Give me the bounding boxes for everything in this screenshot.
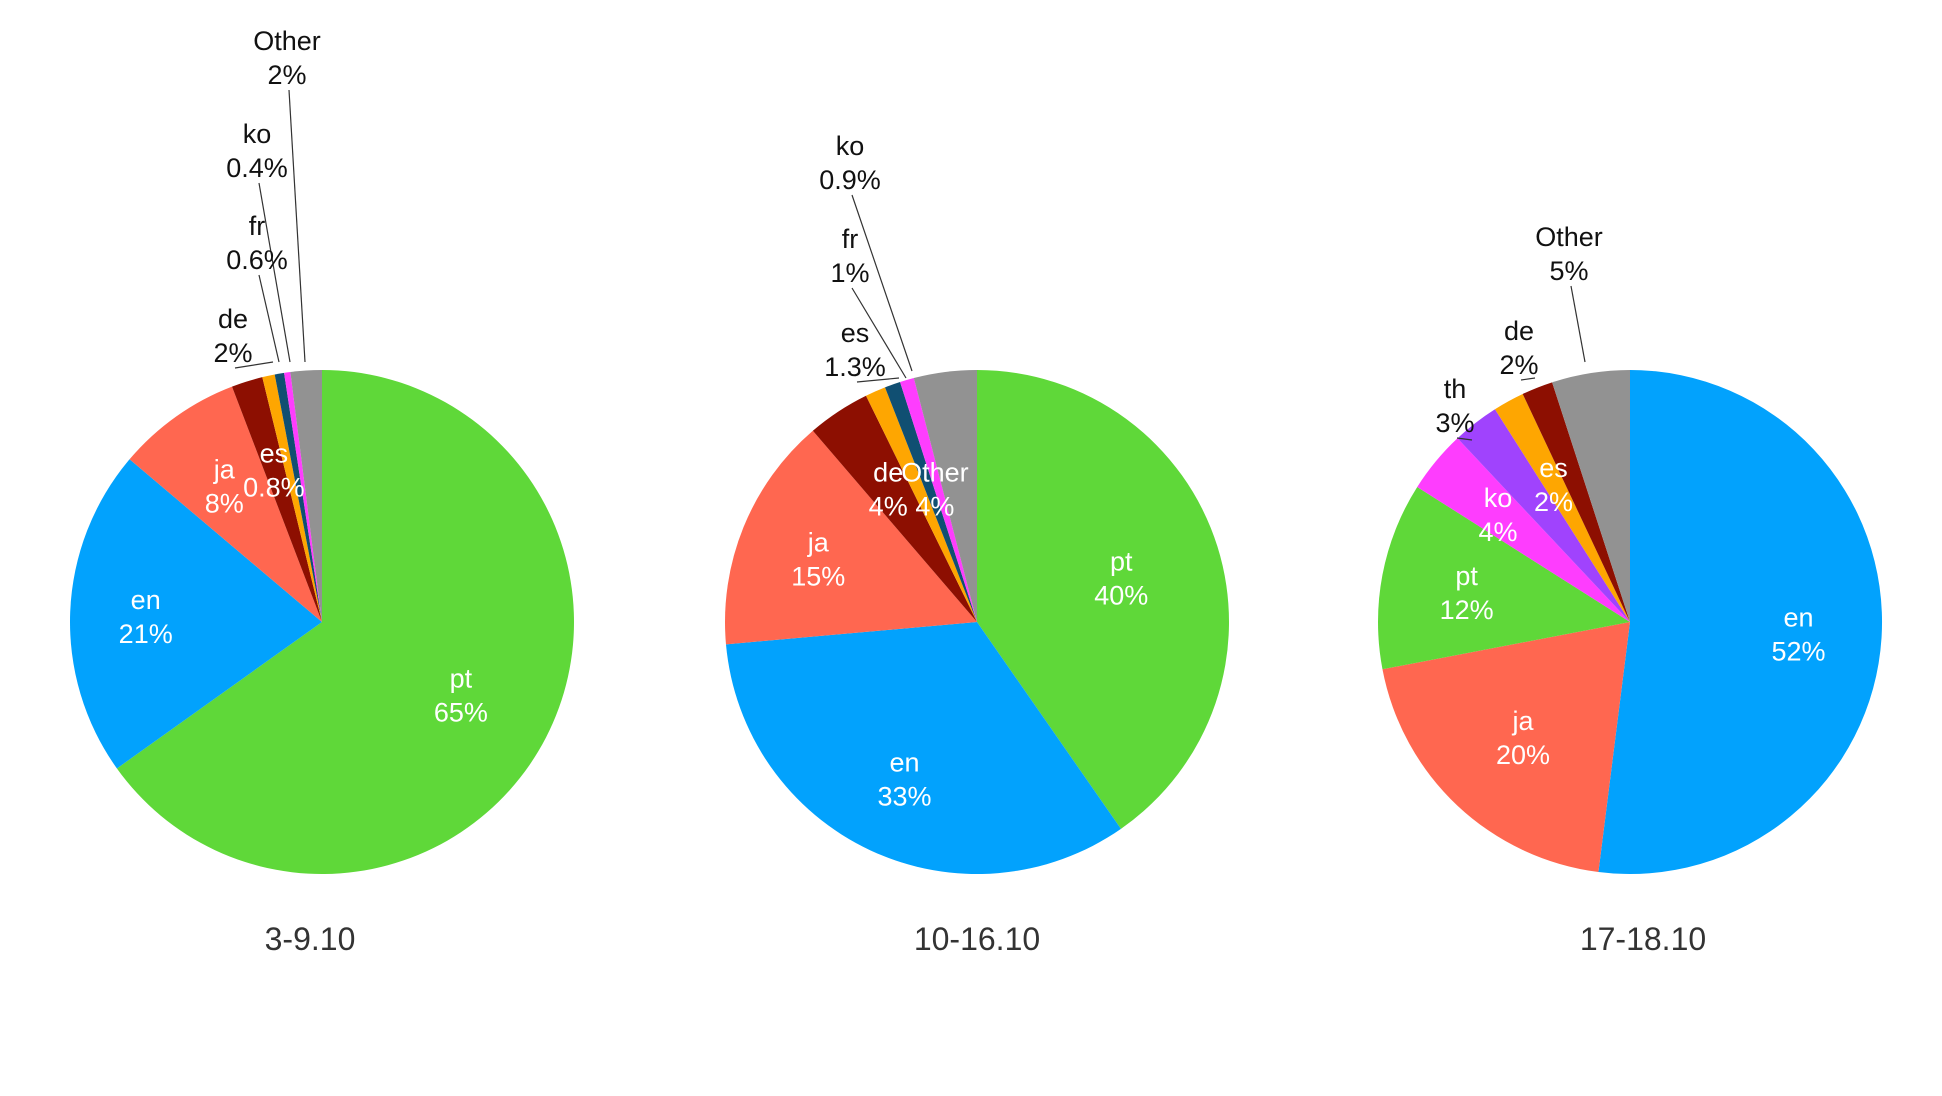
leader-line-fr [258, 274, 280, 363]
leader-line-ko [851, 194, 913, 372]
slice-label-other: Other 5% [1535, 222, 1603, 286]
pie-slice-de [812, 395, 977, 622]
slice-label-en: en 33% [877, 747, 931, 811]
pie-slice-en [1598, 370, 1883, 874]
slice-label-es: es 1.3% [824, 318, 886, 382]
slice-label-ko: ko 4% [1478, 483, 1517, 547]
leader-line-ko [258, 182, 291, 363]
pie-slice-de [1522, 382, 1630, 622]
leader-line-es [856, 377, 900, 383]
pie-slice-ko [900, 378, 977, 622]
pie-slice-ja [724, 430, 977, 645]
slice-label-fr: fr 0.6% [226, 211, 288, 275]
pie-slice-es [1494, 393, 1630, 622]
pie-slice-pt [977, 370, 1229, 829]
pie-slice-th [1457, 409, 1630, 622]
slice-label-de: de 2% [213, 304, 252, 368]
chart-title: 17-18.10 [1580, 921, 1706, 957]
slice-label-es: es 2% [1534, 453, 1573, 517]
slice-label-th: th 3% [1435, 374, 1474, 438]
slice-label-pt: pt 40% [1094, 547, 1148, 611]
pie-slice-ja [1382, 622, 1630, 873]
leader-line-de [1520, 377, 1536, 381]
pie-slice-en [725, 622, 1121, 874]
pie-slice-fr [274, 372, 322, 622]
pie-slice-other [1552, 370, 1630, 622]
leader-line-fr [851, 287, 907, 379]
leader-line-other [288, 89, 306, 363]
slice-label-de: de 4% [869, 457, 908, 521]
pie-slice-other [913, 370, 977, 622]
pie-chart-10-16-10: pt 40% en 33% ja 15% de 4% es 1.3% fr 1% ko 0.9% Other… [724, 131, 1229, 957]
slice-label-ja: ja 20% [1496, 706, 1550, 770]
pie-slice-ja [129, 386, 322, 622]
leader-line-de [234, 361, 274, 369]
pie-slice-ko [284, 372, 322, 622]
slice-label-ja: ja 15% [791, 527, 845, 591]
pie-slice-other [290, 370, 322, 622]
slice-label-es: es 0.8% [243, 438, 305, 502]
slice-label-en: en 21% [119, 585, 173, 649]
slice-label-pt: pt 65% [434, 664, 488, 728]
leader-line-other [1570, 285, 1586, 363]
chart-title: 3-9.10 [265, 921, 356, 957]
pie-chart-3-9-10: pt 65% en 21% ja 8% de 2% es 0.8% fr 0.6% ko 0.4% Othe… [69, 26, 574, 957]
slice-label-ko: ko 0.4% [226, 119, 288, 183]
pie-slice-es [262, 374, 322, 622]
pie-slice-fr [885, 382, 977, 622]
leader-line-th [1456, 437, 1473, 441]
slice-label-ko: ko 0.9% [819, 131, 881, 195]
slice-label-other: Other 4% [901, 458, 969, 522]
pie-slice-en [69, 459, 323, 769]
pie-slice-de [232, 377, 322, 622]
pie-slice-es [866, 387, 977, 622]
slice-label-en: en 52% [1771, 603, 1825, 667]
pie-chart-17-18-10: en 52% ja 20% pt 12% ko 4% th 3% es 2% de 2% Other 5% 1… [1377, 222, 1883, 957]
slice-label-other: Other 2% [253, 26, 321, 90]
slice-label-de: de 2% [1499, 316, 1538, 380]
slice-label-fr: fr 1% [830, 224, 869, 288]
pie-slice-pt [116, 370, 574, 874]
pie-slice-pt [1377, 486, 1630, 670]
slice-label-pt: pt 12% [1440, 561, 1494, 625]
pie-slice-ko [1417, 438, 1630, 622]
slice-label-ja: ja 8% [205, 454, 244, 518]
chart-title: 10-16.10 [914, 921, 1040, 957]
